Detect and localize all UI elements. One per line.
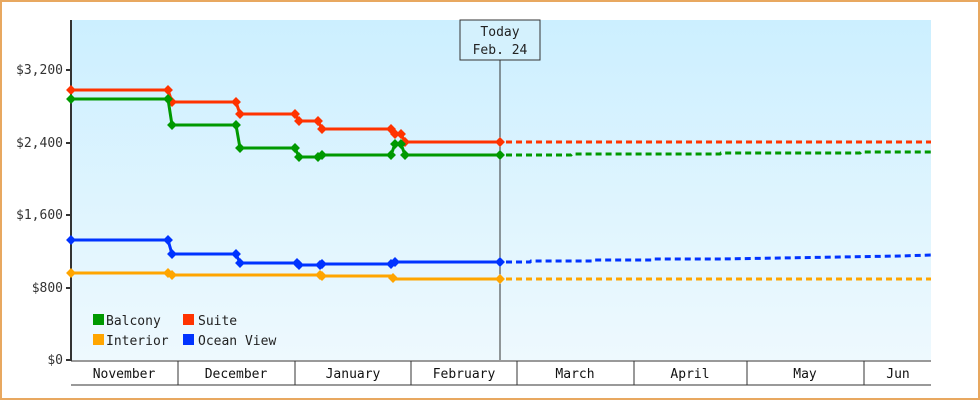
plot-area — [71, 20, 931, 360]
today-marker: Today Feb. 24 — [459, 19, 541, 360]
legend-swatch-ocean-view — [183, 334, 194, 345]
legend: Balcony Suite Interior Ocean View — [93, 314, 276, 349]
x-month-label: February — [433, 367, 496, 382]
y-tick-label: $0 — [47, 353, 63, 368]
legend-label-interior: Interior — [106, 334, 169, 349]
y-tick-label: $3,200 — [16, 63, 63, 78]
y-tick-label: $1,600 — [16, 208, 63, 223]
x-month-label: March — [555, 367, 594, 382]
legend-swatch-suite — [183, 314, 194, 325]
legend-label-ocean-view: Ocean View — [198, 334, 276, 349]
x-month-label: December — [205, 367, 268, 382]
x-month-label: Jun — [886, 367, 909, 382]
x-month-label: May — [793, 367, 817, 382]
today-label: Today — [480, 25, 519, 40]
legend-label-balcony: Balcony — [106, 314, 161, 329]
x-month-label: April — [670, 367, 709, 382]
x-month-label: November — [93, 367, 156, 382]
legend-swatch-interior — [93, 334, 104, 345]
today-date: Feb. 24 — [473, 43, 528, 58]
x-axis: November December January February March… — [71, 360, 931, 386]
y-axis: $0 $800 $1,600 $2,400 $3,200 — [16, 20, 72, 368]
y-tick-label: $2,400 — [16, 136, 63, 151]
legend-swatch-balcony — [93, 314, 104, 325]
y-tick-label: $800 — [32, 281, 63, 296]
legend-label-suite: Suite — [198, 314, 237, 329]
x-month-label: January — [326, 367, 381, 382]
